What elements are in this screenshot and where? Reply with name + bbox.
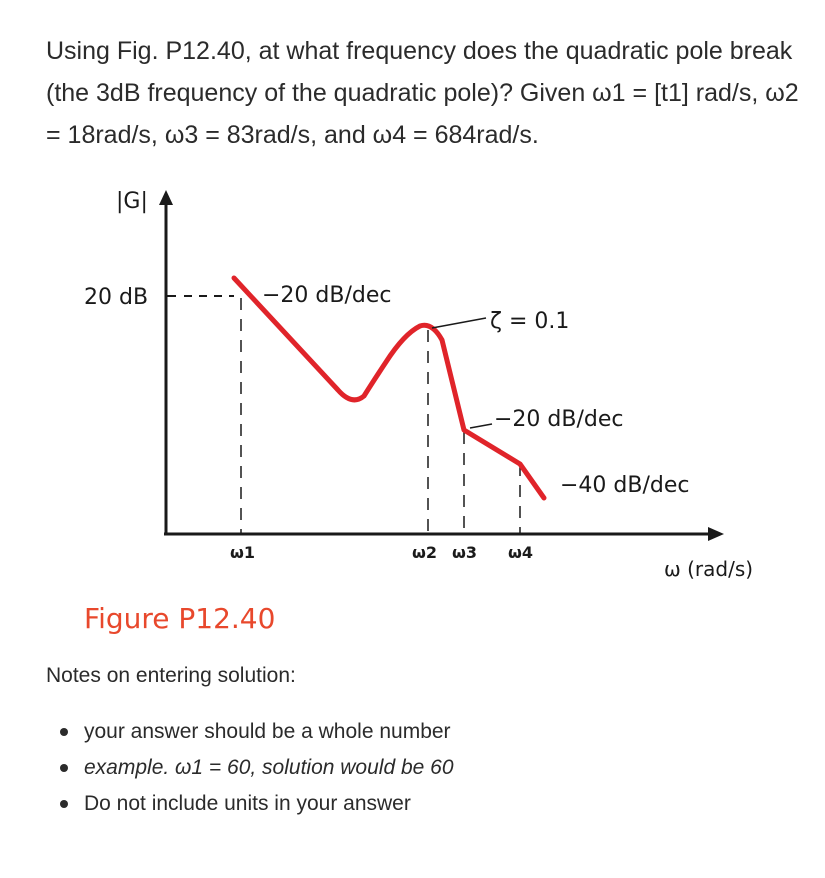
x-axis-arrow <box>708 527 724 541</box>
w2-label: ω2 <box>412 543 437 562</box>
w3-label: ω3 <box>452 543 477 562</box>
bode-plot: |G| 20 dB −20 dB/dec ζ = 0.1 −20 dB/dec … <box>84 189 753 581</box>
slope-2-leader <box>469 423 493 429</box>
list-item: Do not include units in your answer <box>58 786 454 822</box>
notes-list: your answer should be a whole number exa… <box>58 714 454 822</box>
notes-heading: Notes on entering solution: <box>46 664 296 687</box>
figure-caption: Figure P12.40 <box>84 602 276 635</box>
damping-leader <box>431 317 487 329</box>
magnitude-curve <box>231 275 547 501</box>
damping-label: ζ = 0.1 <box>490 309 569 334</box>
w4-label: ω4 <box>508 543 533 562</box>
y-axis-label: |G| <box>116 189 148 214</box>
list-item: example. ω1 = 60, solution would be 60 <box>58 750 454 786</box>
w1-label: ω1 <box>230 543 255 562</box>
slope-1-label: −20 dB/dec <box>262 283 392 308</box>
slope-2-label: −20 dB/dec <box>494 407 624 432</box>
x-axis-label: ω (rad/s) <box>664 557 753 581</box>
bode-figure: |G| 20 dB −20 dB/dec ζ = 0.1 −20 dB/dec … <box>0 178 825 598</box>
slope-3-label: −40 dB/dec <box>560 473 690 498</box>
y-axis-arrow <box>159 190 173 205</box>
question-text: Using Fig. P12.40, at what frequency doe… <box>46 37 799 149</box>
level-label: 20 dB <box>84 285 148 310</box>
list-item: your answer should be a whole number <box>58 714 454 750</box>
